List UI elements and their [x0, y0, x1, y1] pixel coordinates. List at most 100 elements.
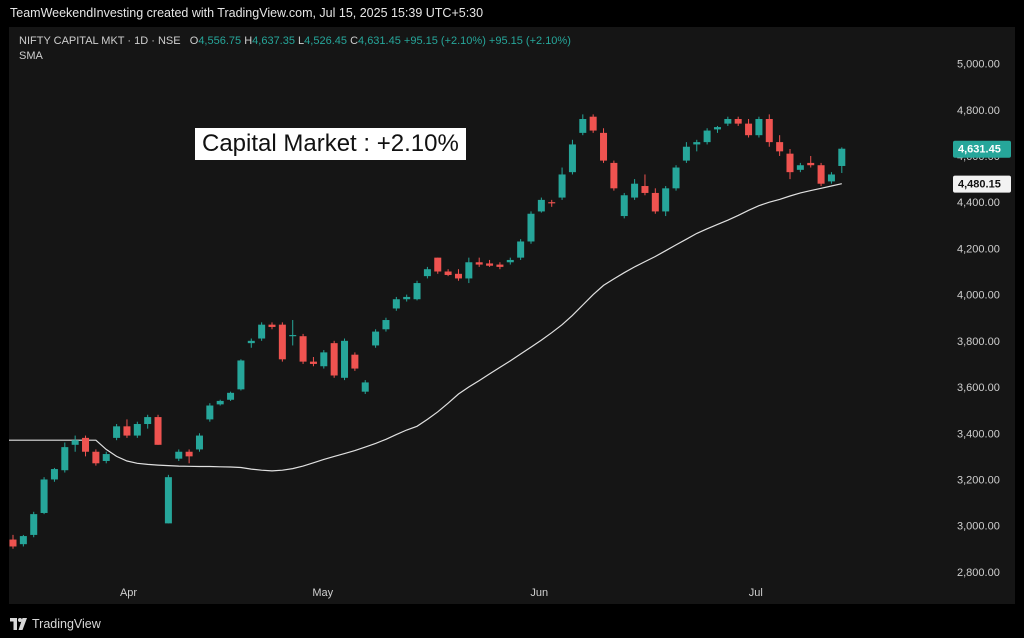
last-price-tag-text: 4,631.45 — [958, 144, 1001, 156]
candle-body — [568, 144, 576, 173]
annotation-label[interactable]: Capital Market : +2.10% — [195, 128, 466, 160]
x-tick-label: Jul — [749, 587, 763, 599]
candle-body — [195, 435, 203, 450]
candle — [755, 116, 763, 138]
candle-body — [817, 165, 825, 184]
candle-body — [682, 146, 690, 161]
candle — [786, 149, 794, 180]
last-price-tag: 4,631.45 — [953, 140, 1011, 158]
candle — [662, 186, 670, 217]
candle-body — [724, 119, 732, 124]
candle — [71, 435, 79, 452]
candle — [403, 294, 411, 302]
candle — [61, 442, 69, 473]
candle-body — [133, 424, 141, 436]
candle-body — [734, 119, 742, 124]
tradingview-logo-icon — [10, 618, 27, 630]
candlestick-chart[interactable]: 5,000.004,800.004,600.004,400.004,200.00… — [9, 27, 1015, 604]
candle-body — [465, 262, 473, 279]
candle-body — [299, 336, 307, 362]
candle — [568, 139, 576, 175]
candle — [206, 403, 214, 422]
y-tick-label: 4,000.00 — [957, 290, 1000, 302]
candle-body — [496, 264, 504, 267]
candle-body — [796, 165, 804, 170]
x-tick-label: Jun — [530, 587, 548, 599]
x-tick-label: Apr — [120, 587, 137, 599]
symbol-legend: NIFTY CAPITAL MKT · 1D · NSE O4,556.75 H… — [19, 34, 571, 64]
candle — [361, 380, 369, 394]
sma-value-tag-text: 4,480.15 — [958, 179, 1001, 191]
candle — [40, 477, 48, 515]
candle-body — [382, 320, 390, 330]
candle — [817, 162, 825, 187]
candle-body — [693, 142, 701, 145]
candle — [651, 188, 659, 214]
candle — [19, 534, 27, 547]
candle — [776, 135, 784, 156]
symbol-name[interactable]: NIFTY CAPITAL MKT · 1D · NSE — [19, 35, 181, 47]
sma-value-tag-bg — [953, 175, 1011, 193]
candle — [330, 340, 338, 378]
candle-body — [102, 454, 110, 461]
candle — [237, 359, 245, 391]
candle — [50, 467, 58, 482]
candle — [30, 511, 38, 538]
candle-body — [651, 192, 659, 212]
candle-body — [713, 127, 721, 130]
candle — [341, 338, 349, 381]
candle — [537, 197, 545, 213]
candle — [82, 435, 90, 457]
close-value: 4,631.45 — [358, 35, 401, 47]
candle — [475, 257, 483, 267]
candle — [185, 449, 193, 464]
open-value: 4,556.75 — [198, 35, 242, 47]
candle — [672, 165, 680, 191]
tradingview-logo-text: TradingView — [32, 617, 101, 631]
candle — [392, 296, 400, 311]
indicator-label[interactable]: SMA — [19, 50, 43, 62]
candle-body — [341, 340, 349, 378]
candle — [423, 266, 431, 279]
candle-body — [589, 116, 597, 131]
change-value: +95.15 (+2.10%) — [403, 35, 486, 47]
candle-body — [454, 273, 462, 279]
candle — [444, 269, 452, 277]
candle-body — [258, 324, 266, 339]
candle-body — [309, 361, 317, 364]
candle — [351, 352, 359, 371]
candle — [164, 474, 172, 524]
candle — [144, 414, 152, 429]
candle — [693, 139, 701, 152]
tradingview-logo[interactable]: TradingView — [10, 616, 101, 632]
candle-body — [600, 132, 608, 161]
candle-body — [330, 343, 338, 376]
candle — [600, 128, 608, 163]
candle — [496, 262, 504, 270]
chart-area[interactable]: 5,000.004,800.004,600.004,400.004,200.00… — [9, 27, 1015, 604]
candle-body — [765, 119, 773, 143]
candle-body — [61, 447, 69, 471]
candle-body — [247, 340, 255, 344]
candle — [641, 174, 649, 196]
candle — [682, 142, 690, 163]
candle — [216, 399, 224, 406]
candle-body — [703, 130, 711, 143]
candle — [133, 421, 141, 438]
candle — [372, 329, 380, 348]
candle-body — [30, 514, 38, 535]
open-label: O — [189, 35, 199, 47]
candles — [9, 114, 846, 549]
candle — [517, 239, 525, 260]
high-value: 4,637.35 — [252, 35, 295, 47]
candle-body — [776, 142, 784, 152]
candle-body — [351, 354, 359, 369]
candle-body — [641, 186, 649, 193]
candle — [589, 114, 597, 133]
candle — [579, 114, 587, 136]
candle — [309, 357, 317, 367]
candle — [154, 414, 162, 445]
candle — [631, 179, 639, 200]
candle-body — [537, 199, 545, 212]
y-tick-label: 2,800.00 — [957, 567, 1000, 579]
